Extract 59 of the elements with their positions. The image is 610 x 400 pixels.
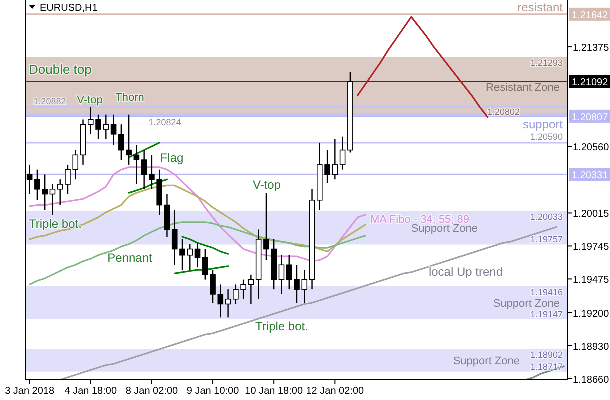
line-series [525,366,565,380]
x-tick-label: 3 Jan 2018 [5,386,55,397]
band-label: Resistant Zone [486,82,560,94]
candlestick [141,150,148,190]
annotation: resistant [518,0,564,14]
annotation: Double top [29,62,92,77]
x-tick-label: 4 Jan 18:00 [64,386,118,397]
candlestick [103,114,110,140]
y-tick-label: 1.20560 [573,142,610,154]
line-series [128,178,168,194]
candlestick [278,254,285,296]
y-tick-label: 1.18930 [573,342,610,353]
line-series [182,236,230,255]
y-tick-label: 1.19475 [573,275,610,286]
annotation: 1.20033 [530,212,563,222]
y-tick-label: 1.19745 [573,242,610,254]
annotation: Triple bot. [256,320,308,334]
annotation: 1.19757 [530,234,563,245]
candlestick [248,274,254,305]
candlestick [225,288,232,318]
annotation: support [522,117,564,132]
annotation: Triple bot. [29,217,82,232]
ref-line-label: 1.21092 [572,78,609,89]
candlestick [218,284,224,318]
x-tick-label: 10 Jan 18:00 [245,386,304,397]
annotation: V-top [252,178,282,192]
annotation: 1.20802 [487,107,520,118]
x-tick-label: 9 Jan 10:00 [186,386,240,397]
annotation: Pennant [108,251,154,265]
annotation: Flag [160,151,184,165]
y-tick-label: 1.20015 [573,209,610,220]
candlestick [110,114,117,146]
y-tick-label: 1.21375 [573,43,610,54]
candlestick [50,184,56,216]
annotation: 1.21293 [530,58,563,68]
band-label: Support Zone [453,356,520,368]
annotation: Thorn [116,92,144,104]
candlestick [134,144,140,186]
annotation: 1.19147 [530,309,563,320]
annotation: 1.20590 [530,132,563,142]
x-tick-label: 12 Jan 02:00 [306,386,365,397]
annotation: local Up trend [428,265,504,279]
chart-title: EURUSD,H1 [40,3,98,14]
candlestick [332,138,338,180]
y-tick-label: 1.18660 [573,374,610,386]
annotation: 1.18902 [530,350,563,360]
annotation: 1.20882 [34,96,66,106]
candlestick [340,136,346,170]
annotation: 1.19416 [530,287,563,298]
y-tick-label: 1.19200 [573,308,610,320]
ref-line-label: 1.20331 [572,170,609,182]
candlestick [194,242,201,268]
ref-line-label: 1.21642 [572,10,609,22]
x-tick-label: 8 Jan 02:00 [126,386,179,397]
ref-line-label: 1.20807 [572,112,609,124]
band-label: Support Zone [493,298,560,310]
annotation: 1.18717 [530,362,563,372]
annotation: 1.20824 [148,117,182,128]
annotation: V-top [77,94,103,107]
